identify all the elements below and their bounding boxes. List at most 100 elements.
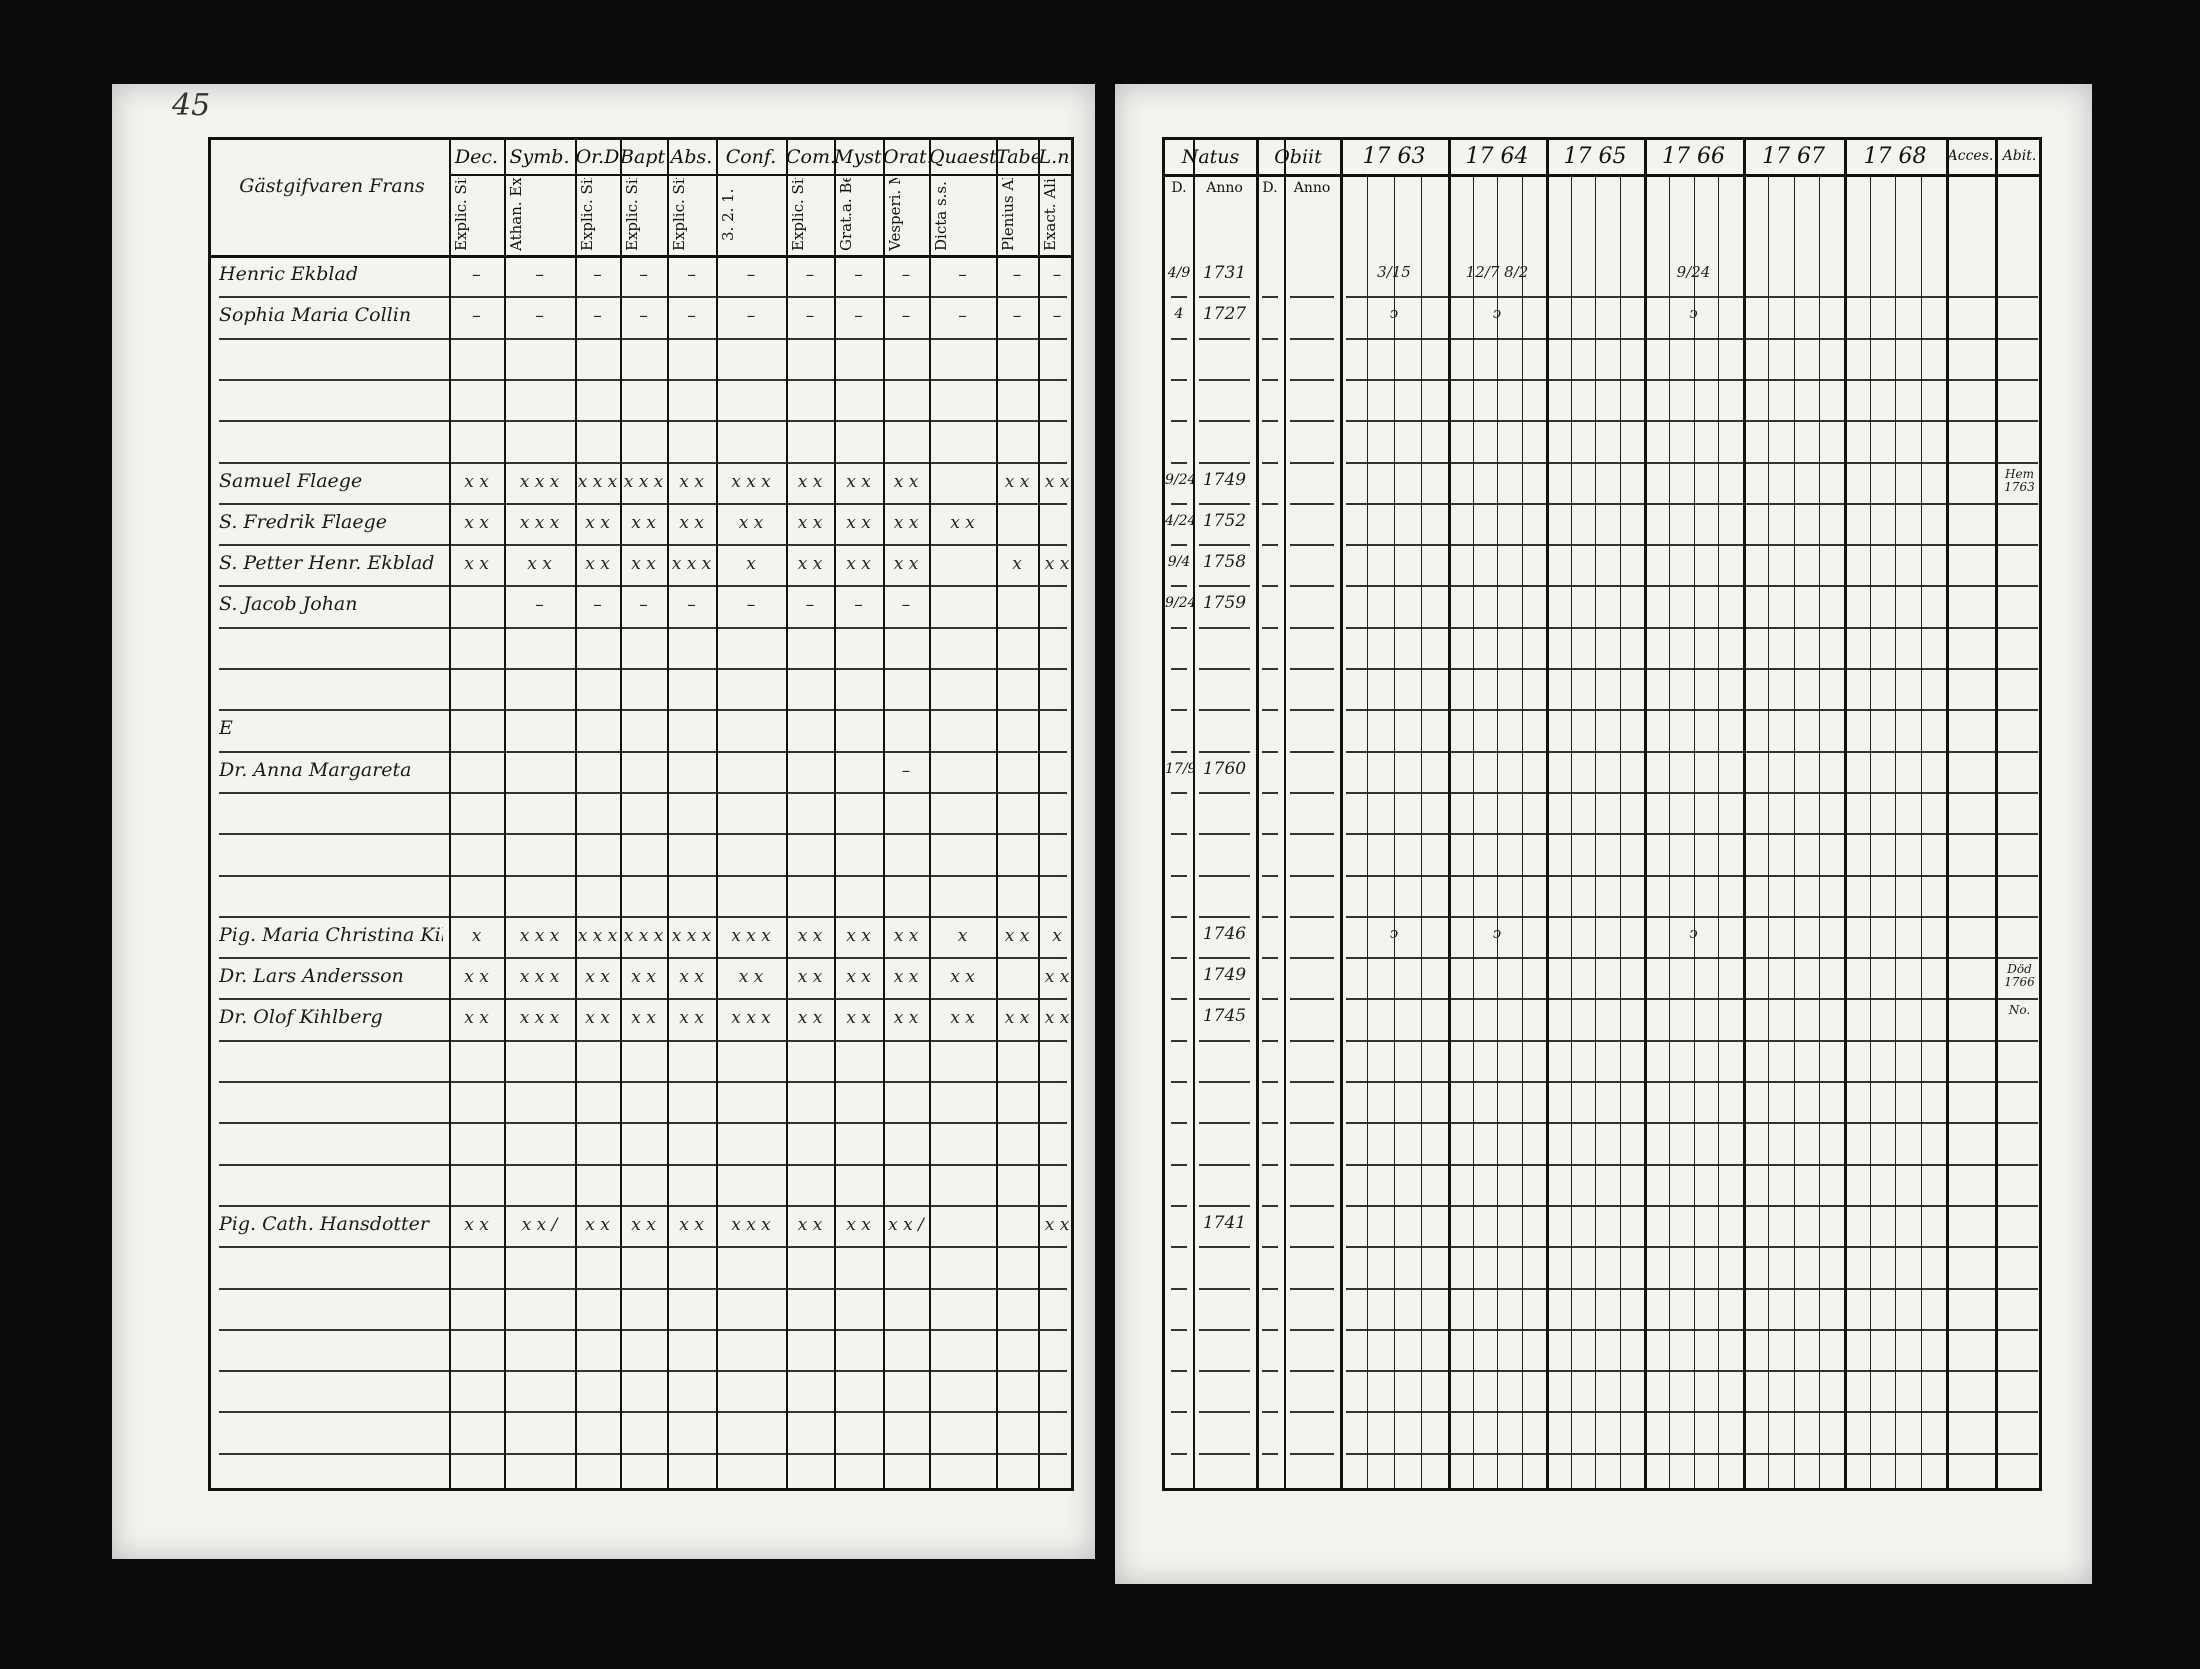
- row-line: [1171, 874, 1187, 877]
- row-line: [219, 1081, 1067, 1083]
- row-line: [1262, 1411, 1278, 1414]
- year-header: 17 68: [1863, 144, 1927, 169]
- year-header: 17 64: [1465, 144, 1529, 169]
- column-divider: [716, 140, 718, 1488]
- row-line: [1199, 1039, 1250, 1042]
- column-divider: [1546, 140, 1549, 1488]
- knowledge-mark: x x: [846, 1214, 871, 1235]
- knowledge-mark: –: [854, 306, 863, 327]
- column-divider: [667, 140, 669, 1488]
- person-name: E: [219, 717, 233, 740]
- column-divider: [883, 140, 885, 1488]
- year-header: 17 63: [1362, 144, 1426, 169]
- row-line: [1171, 1204, 1187, 1207]
- year-note: ↄ: [1689, 304, 1698, 323]
- row-line: [1346, 957, 2038, 960]
- knowledge-mark: x x: [464, 471, 489, 492]
- row-line: [1290, 833, 1334, 836]
- row-line: [219, 626, 1067, 629]
- column-header: Com.D: [786, 146, 834, 168]
- row-line: [1346, 668, 2038, 670]
- row-line: [1171, 709, 1187, 712]
- knowledge-mark: x x x: [671, 554, 712, 575]
- row-line: [1262, 1452, 1278, 1455]
- row-line: [1346, 296, 2038, 299]
- row-line: [1346, 502, 2038, 505]
- birth-year: 1731: [1202, 263, 1247, 283]
- knowledge-mark: x x: [893, 925, 919, 946]
- row-line: [1171, 1370, 1187, 1373]
- year-subcolumn-line: [1718, 174, 1720, 1488]
- birth-year: 1741: [1202, 1212, 1247, 1233]
- row-line: [1262, 915, 1278, 918]
- column-divider: [1284, 140, 1286, 1488]
- knowledge-mark: x x: [679, 1214, 704, 1235]
- row-line: [1262, 1081, 1278, 1083]
- row-line: [1262, 709, 1278, 712]
- header-bottom-line: [211, 255, 1071, 258]
- birth-year: 1749: [1202, 965, 1247, 986]
- knowledge-mark: –: [901, 760, 911, 781]
- year-note: ↄ: [1389, 923, 1399, 942]
- row-line: [219, 502, 1067, 505]
- year-header: 17 65: [1563, 144, 1627, 169]
- column-header: Myst.: [834, 146, 883, 168]
- column-divider: [449, 140, 451, 1488]
- row-line: [1199, 1081, 1250, 1083]
- row-line: [1262, 1246, 1278, 1249]
- knowledge-mark: x x x: [623, 471, 664, 492]
- row-line: [1199, 1163, 1250, 1166]
- row-line: [1262, 1122, 1278, 1125]
- row-line: [1171, 461, 1187, 464]
- column-divider: [504, 140, 506, 1488]
- birth-day: 9/4: [1167, 554, 1191, 571]
- row-line: [1199, 626, 1250, 629]
- birth-day: 4/9: [1167, 265, 1191, 281]
- person-name: Dr. Olof Kihlberg: [219, 1006, 383, 1029]
- knowledge-mark: –: [805, 595, 815, 616]
- year-subcolumn-line: [1869, 174, 1871, 1488]
- birth-year: 1746: [1202, 923, 1247, 944]
- knowledge-mark: x x x: [731, 1214, 771, 1235]
- row-line: [1346, 750, 2038, 753]
- knowledge-mark: x x: [631, 512, 656, 533]
- row-line: [1346, 709, 2038, 712]
- row-line: [1346, 998, 2038, 1001]
- column-subheader: Explic. Simpl.: [579, 178, 596, 251]
- row-line: [1199, 1204, 1250, 1207]
- row-line: [1262, 378, 1278, 381]
- knowledge-mark: x x x: [577, 925, 618, 946]
- birth-day: 17/9: [1165, 760, 1193, 777]
- knowledge-mark: –: [901, 595, 911, 616]
- row-line: [1262, 626, 1278, 629]
- row-line: [219, 874, 1067, 877]
- column-divider: [620, 140, 622, 1488]
- row-line: [1171, 1163, 1187, 1166]
- knowledge-mark: x x: [679, 471, 704, 492]
- row-line: [1171, 1081, 1187, 1083]
- knowledge-mark: x x: [464, 554, 489, 575]
- row-line: [1171, 1287, 1187, 1290]
- knowledge-mark: x x: [1044, 1008, 1070, 1029]
- knowledge-mark: x x: [631, 554, 656, 575]
- row-line: [1290, 709, 1334, 712]
- abiit-note: No.: [2008, 1004, 2031, 1018]
- row-line: [1290, 750, 1334, 753]
- row-line: [1346, 1204, 2038, 1207]
- knowledge-mark: –: [901, 265, 911, 285]
- knowledge-mark: –: [854, 265, 863, 285]
- column-header: Or.D: [575, 146, 620, 168]
- knowledge-mark: x x x: [623, 925, 664, 946]
- column-header: Symb.: [509, 146, 570, 168]
- knowledge-mark: –: [593, 595, 602, 616]
- row-line: [1290, 668, 1334, 670]
- knowledge-mark: x x: [893, 471, 919, 492]
- knowledge-mark: –: [1052, 306, 1062, 327]
- row-line: [219, 544, 1067, 547]
- knowledge-mark: x x: [585, 554, 610, 575]
- row-line: [1262, 1370, 1278, 1373]
- row-line: [1262, 750, 1278, 753]
- row-line: [1290, 1204, 1334, 1207]
- knowledge-mark: x x: [1044, 471, 1070, 492]
- row-line: [1199, 296, 1250, 299]
